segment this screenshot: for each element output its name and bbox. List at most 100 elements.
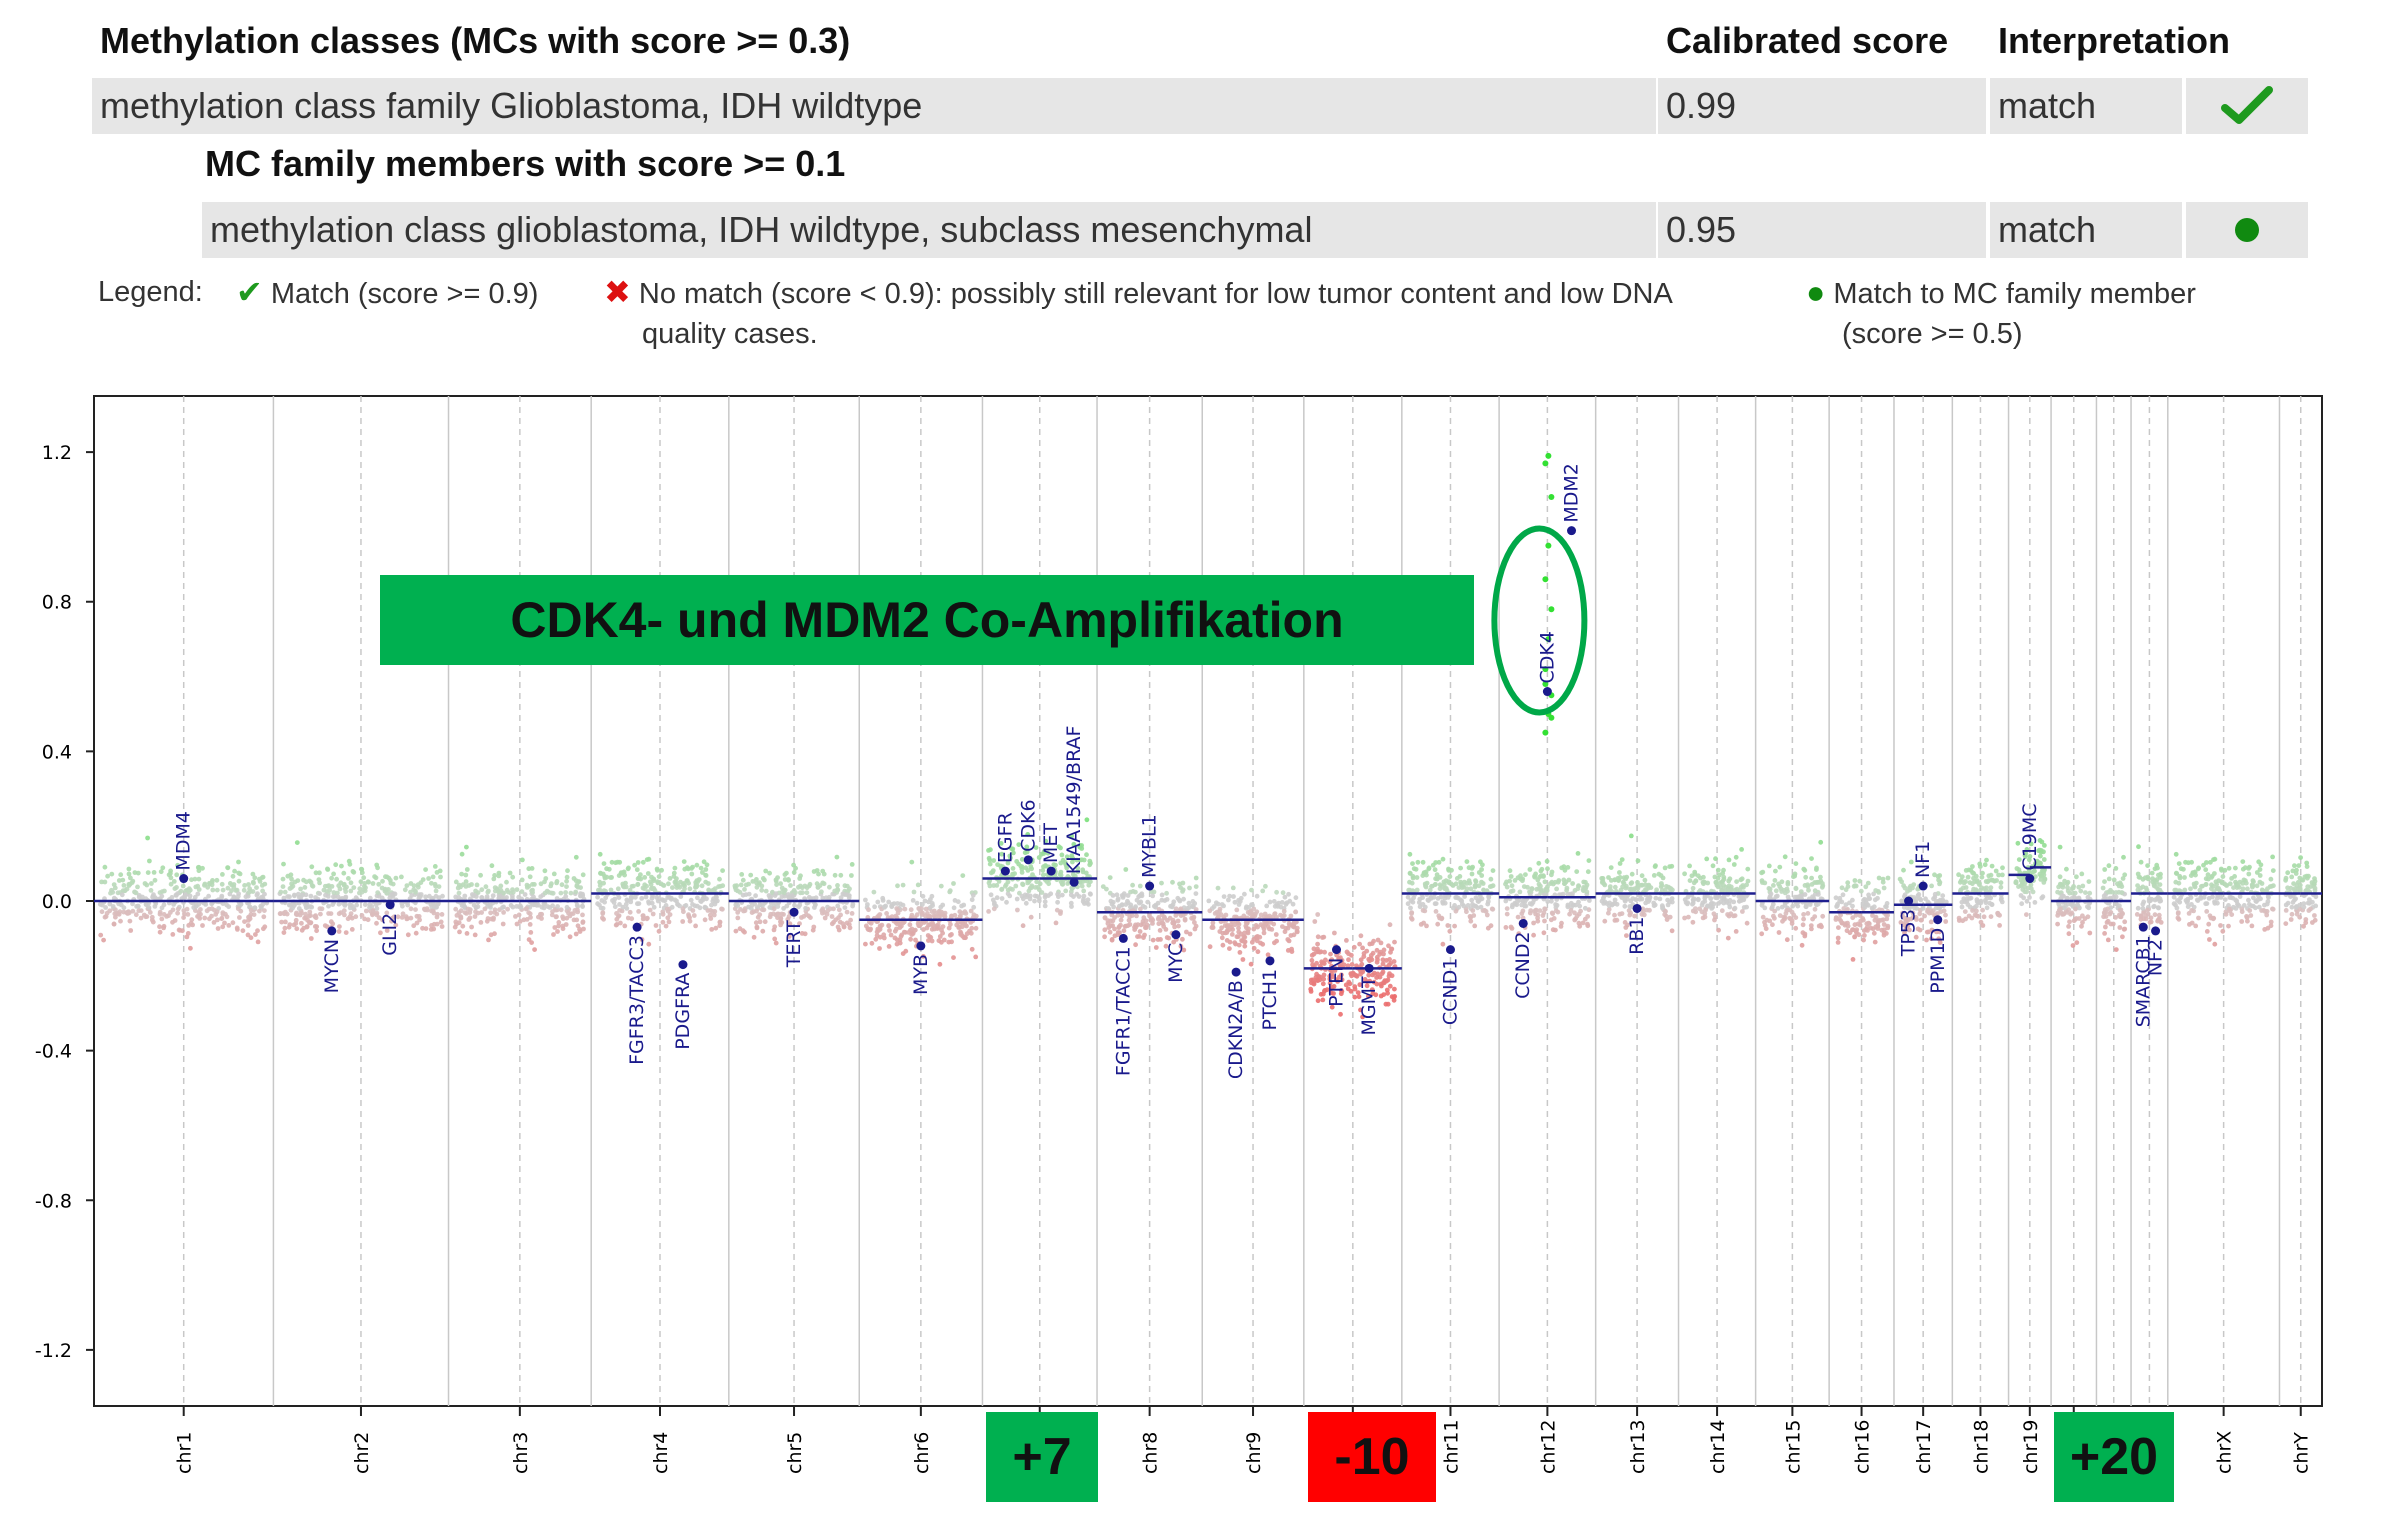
probe-point bbox=[1068, 892, 1074, 898]
probe-point bbox=[1516, 931, 1522, 936]
probe-point bbox=[2204, 860, 2209, 865]
probe-point bbox=[2157, 882, 2163, 887]
probe-point bbox=[438, 919, 444, 925]
probe-point bbox=[490, 893, 496, 899]
probe-point bbox=[1464, 886, 1470, 892]
probe-point bbox=[620, 870, 626, 876]
probe-point bbox=[782, 887, 788, 893]
probe-point bbox=[1254, 893, 1260, 899]
probe-point bbox=[1576, 883, 1581, 889]
probe-point bbox=[1420, 908, 1426, 913]
probe-point bbox=[771, 927, 777, 933]
probe-point bbox=[1184, 929, 1189, 935]
probe-point bbox=[1158, 937, 1163, 942]
probe-point bbox=[1936, 936, 1942, 942]
probe-point bbox=[226, 904, 232, 910]
probe-point bbox=[1738, 894, 1744, 900]
probe-point bbox=[1789, 921, 1795, 926]
probe-point bbox=[1608, 878, 1614, 883]
probe-point bbox=[886, 923, 892, 929]
probe-point bbox=[1405, 894, 1411, 900]
probe-point bbox=[505, 906, 510, 912]
probe-point bbox=[2222, 897, 2228, 902]
probe-point bbox=[961, 935, 967, 941]
probe-point bbox=[819, 908, 825, 913]
probe-point bbox=[1840, 892, 1846, 898]
member-subheader: MC family members with score >= 0.1 bbox=[205, 143, 846, 184]
probe-point bbox=[2182, 875, 2187, 880]
probe-point bbox=[957, 913, 963, 919]
probe-point bbox=[655, 867, 660, 873]
probe-point bbox=[1860, 917, 1866, 923]
probe-point bbox=[1242, 891, 1247, 897]
probe-point bbox=[1005, 879, 1011, 885]
probe-point bbox=[1820, 881, 1825, 886]
probe-point bbox=[2076, 884, 2082, 890]
probe-point bbox=[2148, 915, 2154, 921]
probe-point bbox=[1778, 886, 1784, 892]
probe-point bbox=[359, 913, 365, 918]
probe-point bbox=[1682, 871, 1687, 877]
probe-point bbox=[467, 915, 473, 921]
probe-point bbox=[399, 915, 405, 920]
probe-point bbox=[1068, 900, 1074, 906]
probe-point bbox=[897, 919, 903, 925]
probe-point bbox=[1312, 919, 1318, 924]
probe-point bbox=[1159, 880, 1164, 886]
probe-point bbox=[1468, 918, 1474, 924]
probe-point bbox=[877, 934, 883, 940]
probe-point bbox=[1447, 874, 1453, 879]
probe-point bbox=[1711, 901, 1717, 907]
probe-point bbox=[1784, 937, 1790, 943]
probe-point bbox=[1338, 960, 1344, 966]
probe-point bbox=[1079, 846, 1085, 851]
probe-point bbox=[1409, 880, 1415, 886]
probe-point bbox=[757, 919, 763, 925]
probe-point bbox=[895, 901, 900, 906]
probe-point bbox=[2073, 906, 2078, 912]
probe-point bbox=[1805, 911, 1811, 916]
probe-cloud-chr3 bbox=[452, 844, 587, 952]
probe-point bbox=[1040, 868, 1046, 873]
probe-point bbox=[1329, 1004, 1335, 1010]
probe-point bbox=[262, 908, 267, 913]
probe-point bbox=[528, 930, 534, 935]
probe-point bbox=[1646, 899, 1651, 904]
probe-point bbox=[613, 860, 618, 866]
probe-point bbox=[942, 910, 948, 916]
probe-point bbox=[1117, 930, 1122, 936]
probe-point bbox=[1873, 888, 1879, 893]
probe-point bbox=[384, 910, 390, 916]
probe-point bbox=[2121, 926, 2127, 932]
probe-point bbox=[523, 906, 529, 912]
probe-point bbox=[555, 929, 560, 934]
probe-point bbox=[808, 915, 813, 920]
probe-point bbox=[886, 944, 892, 949]
probe-point bbox=[1713, 880, 1719, 885]
probe-point bbox=[225, 865, 231, 870]
probe-point bbox=[1801, 912, 1806, 917]
probe-point bbox=[504, 879, 509, 885]
probe-point bbox=[940, 930, 945, 936]
probe-point bbox=[702, 917, 708, 923]
probe-point bbox=[872, 904, 877, 910]
probe-point bbox=[2239, 919, 2245, 924]
probe-point bbox=[1435, 921, 1441, 927]
probe-point bbox=[1374, 947, 1380, 953]
probe-point bbox=[920, 893, 926, 899]
probe-point bbox=[1527, 867, 1533, 872]
probe-point bbox=[254, 885, 259, 890]
probe-point bbox=[799, 931, 805, 936]
probe-point bbox=[987, 861, 993, 867]
probe-point bbox=[420, 877, 426, 882]
probe-point bbox=[973, 954, 979, 960]
probe-point bbox=[1542, 879, 1548, 885]
probe-point bbox=[788, 883, 793, 888]
probe-point bbox=[2203, 901, 2209, 907]
probe-point bbox=[2194, 897, 2200, 903]
probe-point bbox=[120, 877, 126, 883]
probe-point bbox=[1181, 947, 1187, 953]
probe-point bbox=[1760, 914, 1766, 920]
probe-point bbox=[1309, 958, 1315, 963]
probe-point bbox=[1028, 914, 1034, 920]
